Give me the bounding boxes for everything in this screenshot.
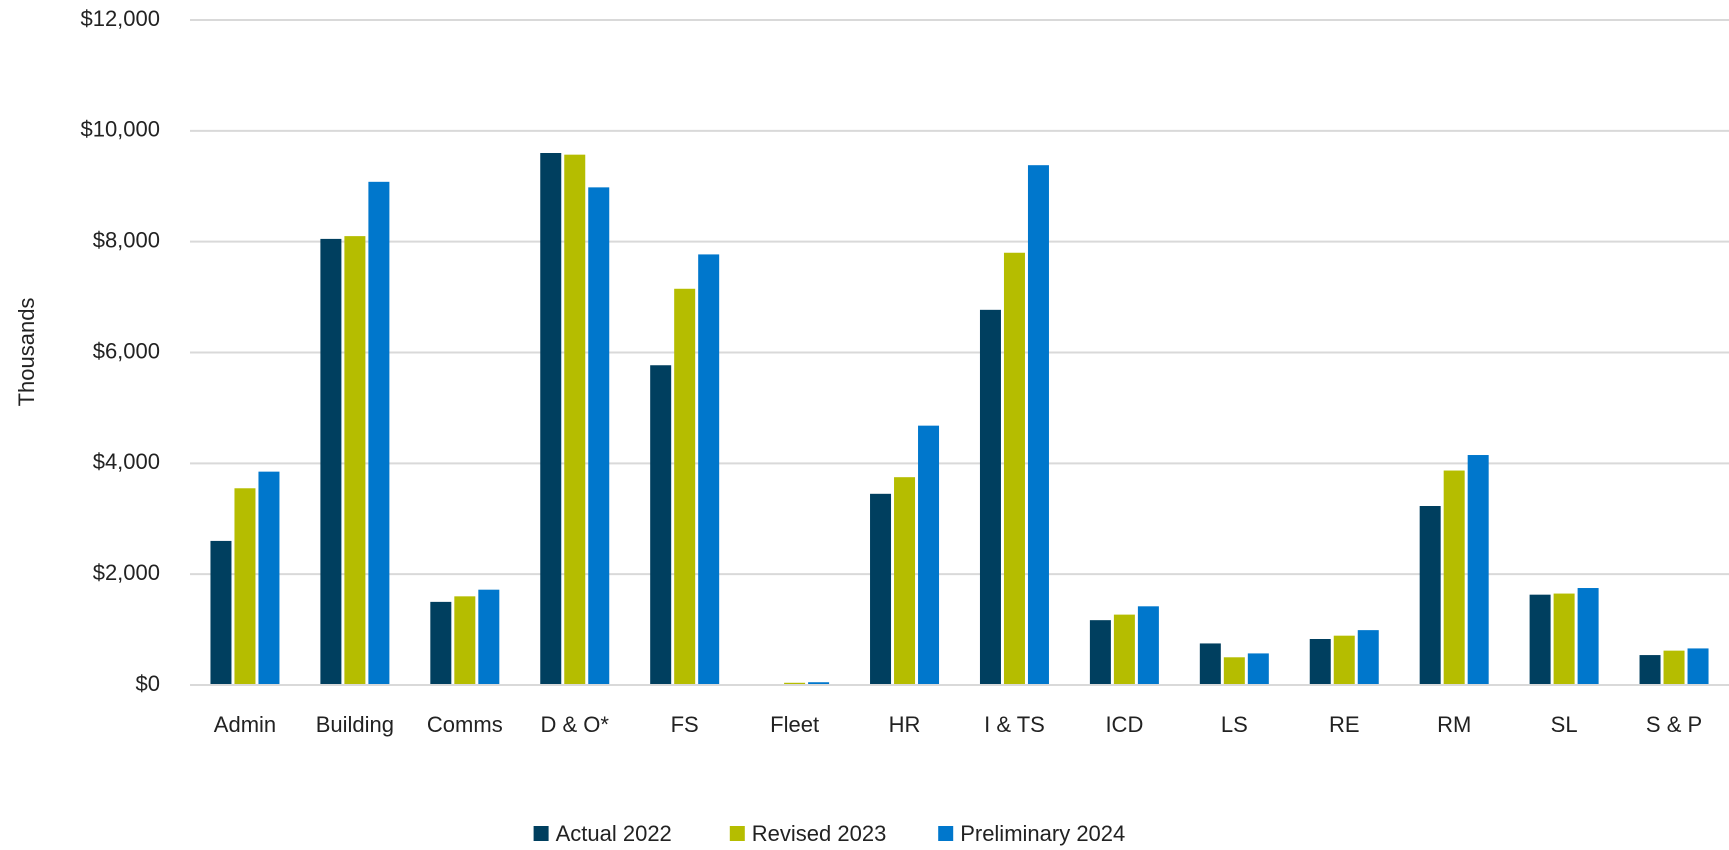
legend-swatch (938, 826, 954, 841)
bar (1443, 470, 1465, 685)
y-tick-label: $0 (136, 671, 160, 696)
bar (540, 153, 562, 685)
bar (1529, 594, 1551, 685)
bar (344, 236, 366, 685)
bar (1137, 606, 1159, 685)
bar (1223, 657, 1245, 685)
bar (430, 601, 452, 685)
bar (1027, 165, 1049, 686)
bar (1419, 506, 1441, 685)
bar (1333, 635, 1355, 685)
y-tick-label: $8,000 (93, 227, 160, 252)
bar (918, 425, 940, 685)
x-tick-label: Building (316, 712, 394, 737)
bar (650, 365, 672, 685)
y-tick-label: $10,000 (80, 117, 160, 142)
bar (1553, 593, 1575, 685)
x-tick-label: RE (1329, 712, 1360, 737)
legend-swatch (533, 826, 549, 841)
legend-label: Revised 2023 (752, 821, 887, 846)
y-tick-label: $6,000 (93, 338, 160, 363)
bar (210, 540, 232, 685)
bar (1003, 252, 1025, 685)
bar (1663, 650, 1685, 685)
bar (808, 682, 830, 685)
bar (1467, 455, 1489, 685)
bar (320, 238, 342, 686)
bar (478, 589, 500, 685)
x-tick-label: D & O* (541, 712, 610, 737)
bar (870, 493, 892, 685)
x-tick-label: LS (1221, 712, 1248, 737)
bar (564, 154, 586, 686)
bar (1247, 653, 1269, 685)
bar (1577, 588, 1599, 685)
bar (1687, 648, 1709, 685)
bar (1309, 639, 1331, 685)
bar (979, 309, 1001, 685)
x-tick-label: Fleet (770, 712, 819, 737)
y-tick-label: $2,000 (93, 560, 160, 585)
x-tick-label: RM (1437, 712, 1471, 737)
x-tick-label: S & P (1646, 712, 1702, 737)
x-tick-label: ICD (1105, 712, 1143, 737)
bar (1357, 630, 1379, 685)
x-tick-label: HR (889, 712, 921, 737)
bar (674, 288, 696, 685)
y-axis-label: Thousands (14, 298, 39, 407)
bar (234, 488, 256, 685)
bar (784, 682, 806, 685)
bar (1199, 643, 1221, 685)
x-tick-label: FS (671, 712, 699, 737)
legend-label: Preliminary 2024 (960, 821, 1125, 846)
x-tick-label: I & TS (984, 712, 1045, 737)
bar (258, 471, 280, 685)
legend-label: Actual 2022 (556, 821, 672, 846)
bar (588, 187, 610, 685)
bar (368, 181, 390, 686)
legend-swatch (729, 826, 745, 841)
bar (1089, 620, 1111, 685)
x-tick-label: SL (1551, 712, 1578, 737)
x-tick-label: Admin (214, 712, 276, 737)
bar (698, 254, 720, 685)
y-tick-label: $12,000 (80, 6, 160, 31)
x-tick-label: Comms (427, 712, 503, 737)
y-tick-label: $4,000 (93, 449, 160, 474)
bar (1113, 614, 1135, 685)
bar (894, 477, 916, 685)
bar (1639, 655, 1661, 685)
bar (454, 596, 476, 685)
